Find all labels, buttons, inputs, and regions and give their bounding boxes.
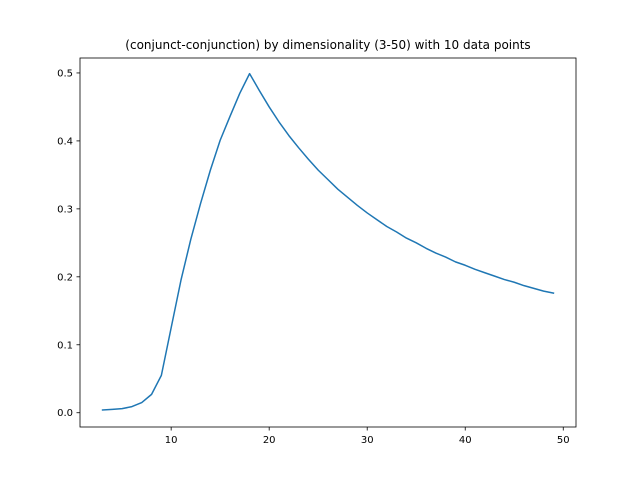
x-tick-label: 20 bbox=[263, 435, 276, 446]
plot-lines bbox=[101, 72, 555, 411]
y-tick-label: 0.5 bbox=[57, 68, 73, 79]
y-tick-label: 0.4 bbox=[57, 136, 73, 147]
x-axis-ticks: 10 20 30 40 50 bbox=[165, 427, 570, 446]
y-tick-label: 0.2 bbox=[57, 272, 73, 283]
y-axis-ticks: 0.0 0.1 0.2 0.3 0.4 0.5 bbox=[57, 68, 80, 419]
x-tick-label: 50 bbox=[557, 435, 570, 446]
x-tick-label: 30 bbox=[361, 435, 374, 446]
plot-frame bbox=[79, 57, 577, 428]
y-tick-label: 0.3 bbox=[57, 204, 73, 215]
y-tick-label: 0.0 bbox=[57, 408, 73, 419]
series-line-0 bbox=[101, 72, 555, 411]
y-tick-label: 0.1 bbox=[57, 340, 73, 351]
x-tick-label: 10 bbox=[165, 435, 178, 446]
chart-title: (conjunct-conjunction) by dimensionality… bbox=[125, 38, 530, 52]
x-tick-label: 40 bbox=[459, 435, 472, 446]
